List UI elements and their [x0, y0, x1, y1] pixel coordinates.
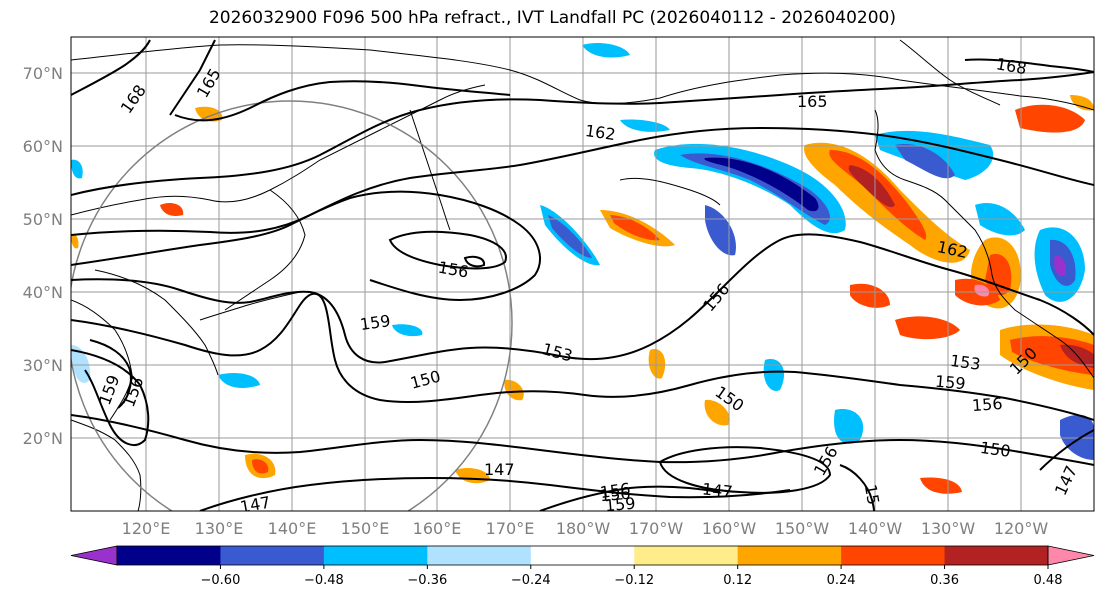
colorbar-segment: [530, 546, 635, 565]
colorbar-segment: [427, 546, 532, 565]
anomaly-fills: [71, 43, 1094, 494]
colorbar-tick-label: 0.48: [1034, 573, 1063, 588]
colorbar: −0.60 −0.48 −0.36 −0.24 −0.12 0.12 0.24 0.36 0.4…: [70, 545, 1095, 588]
colorbar-outline: [116, 545, 1049, 566]
longitude-label: 160°E: [413, 519, 462, 538]
longitude-label: 120°E: [122, 519, 171, 538]
negative-anomaly-region: [705, 205, 736, 256]
negative-anomaly-region: [654, 143, 846, 234]
longitude-label: 160°W: [702, 519, 757, 538]
contour-label: 147: [239, 493, 272, 517]
latitude-label: 50°N: [23, 210, 63, 229]
latitude-label: 60°N: [23, 137, 63, 156]
longitude-label: 130°E: [195, 519, 244, 538]
colorbar-extend-high: [1047, 545, 1095, 566]
negative-anomaly-region: [834, 409, 864, 444]
longitude-label: 120°W: [994, 519, 1049, 538]
negative-anomaly-region: [71, 345, 91, 383]
positive-anomaly-max: [848, 165, 895, 208]
positive-anomaly-extreme: [974, 284, 990, 297]
negative-anomaly-region: [582, 43, 630, 58]
contour-label: 159: [934, 372, 966, 394]
positive-anomaly-region: [920, 477, 962, 494]
negative-anomaly-region: [71, 159, 83, 179]
great-circle-reference: [71, 100, 513, 511]
contour-label: 156: [971, 394, 1003, 415]
negative-anomaly-region: [392, 324, 423, 337]
map-title: 2026032900 F096 500 hPa refract., IVT La…: [208, 8, 896, 28]
contour-label: 153: [949, 351, 982, 374]
colorbar-tick-label: 0.12: [723, 573, 752, 588]
colorbar-tick-label: 0.24: [827, 573, 856, 588]
colorbar-tick-label: −0.48: [304, 573, 344, 588]
positive-anomaly-region: [648, 349, 666, 379]
latitude-labels: 70°N 60°N 50°N 40°N 30°N 20°N: [23, 64, 63, 448]
gridlines: [71, 37, 1094, 511]
positive-anomaly-core: [252, 459, 269, 474]
negative-anomaly-region: [620, 119, 670, 132]
longitude-label: 170°W: [629, 519, 684, 538]
latitude-label: 40°N: [23, 283, 63, 302]
longitude-label: 180°W: [556, 519, 611, 538]
latitude-label: 70°N: [23, 64, 63, 83]
colorbar-segment: [841, 546, 946, 565]
positive-anomaly-region: [71, 234, 79, 249]
positive-anomaly-max: [1060, 344, 1094, 368]
map-frame: [70, 36, 1095, 512]
colorbar-segment: [220, 546, 325, 565]
positive-anomaly-region: [504, 379, 524, 401]
contour-label: 156: [599, 479, 632, 502]
negative-anomaly-core: [548, 215, 592, 258]
negative-anomaly-extreme: [1054, 255, 1066, 276]
colorbar-tick-label: −0.24: [511, 573, 551, 588]
contour-label: 156: [599, 484, 631, 506]
positive-anomaly-region: [704, 399, 730, 426]
longitude-label: 150°W: [775, 519, 830, 538]
contour-label: 159: [359, 311, 392, 334]
contour-label: 165: [797, 92, 828, 111]
contour-label: 150: [979, 438, 1012, 461]
positive-anomaly-region: [850, 283, 890, 308]
negative-anomaly-region: [763, 359, 785, 391]
negative-anomaly-region: [1060, 414, 1094, 460]
contour-label: 147: [701, 479, 733, 501]
longitude-label: 140°W: [848, 519, 903, 538]
positive-anomaly-core: [985, 254, 1012, 296]
colorbar-tick-label: −0.36: [407, 573, 447, 588]
positive-anomaly-region: [1015, 104, 1085, 133]
positive-anomaly-region: [895, 316, 960, 340]
colorbar-extend-low: [70, 545, 118, 566]
map-panel: 168 165 165 168 162 162 156 159 153 156 …: [71, 37, 1094, 517]
refractivity-contours: [71, 39, 1094, 511]
longitude-label: 150°E: [341, 519, 390, 538]
longitude-label: 170°E: [486, 519, 535, 538]
colorbar-segment: [323, 546, 428, 565]
colorbar-tick-label: 0.36: [930, 573, 959, 588]
positive-anomaly-core: [610, 215, 660, 241]
positive-anomaly-region: [160, 203, 184, 216]
colorbar-tick-label: −0.60: [201, 573, 241, 588]
colorbar-segment: [117, 546, 221, 565]
contour-label: 147: [484, 460, 515, 479]
positive-anomaly-region: [1070, 95, 1094, 111]
positive-anomaly-region: [195, 106, 223, 122]
colorbar-segment: [944, 546, 1049, 565]
colorbar-tick-label: −0.12: [614, 573, 654, 588]
colorbar-segment: [737, 546, 842, 565]
latitude-label: 30°N: [23, 356, 63, 375]
negative-anomaly-core: [895, 144, 955, 179]
contour-label: 159: [604, 494, 636, 516]
negative-anomaly-max: [704, 157, 819, 212]
longitude-labels: 120°E 130°E 140°E 150°E 160°E 170°E 180°…: [122, 519, 1049, 538]
longitude-label: 140°E: [268, 519, 317, 538]
colorbar-segment: [634, 546, 739, 565]
negative-anomaly-region: [218, 373, 260, 388]
latitude-label: 20°N: [23, 429, 63, 448]
contour-label: 162: [584, 121, 617, 144]
contour-label: 15: [861, 483, 883, 506]
longitude-label: 130°W: [921, 519, 976, 538]
